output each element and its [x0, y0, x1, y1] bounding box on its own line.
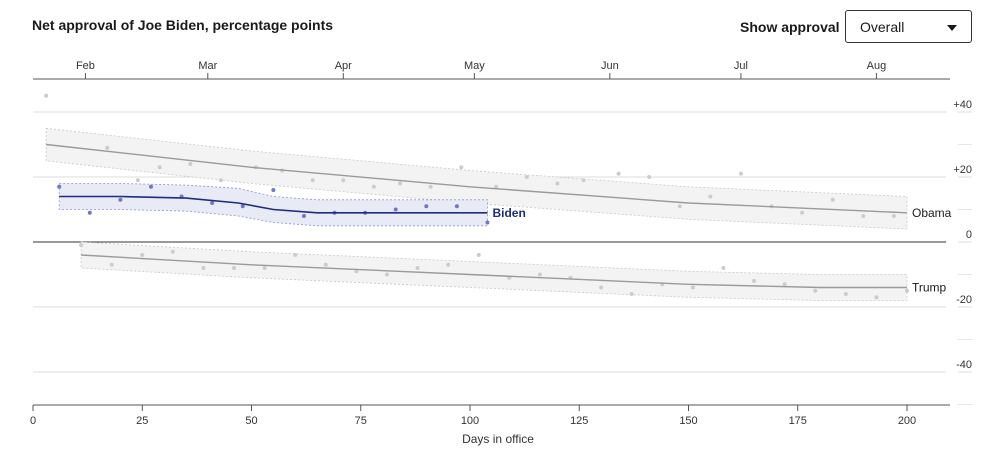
- obama-poll-point: [830, 197, 835, 202]
- obama-poll-point: [800, 210, 805, 215]
- x-tick-label: 150: [679, 415, 697, 427]
- trump-poll-point: [415, 266, 420, 270]
- y-tick-label: -40: [956, 359, 972, 371]
- month-tick-label: Jul: [734, 60, 748, 72]
- x-tick-label: 0: [30, 415, 36, 427]
- trump-poll-point: [170, 249, 175, 254]
- trump-poll-point: [232, 266, 237, 270]
- trump-poll-point: [843, 292, 848, 296]
- trump-poll-point: [690, 285, 695, 290]
- biden-poll-point: [393, 207, 398, 212]
- trump-poll-point: [537, 272, 542, 277]
- obama-poll-point: [891, 214, 896, 218]
- chart-title: Net approval of Joe Biden, percentage po…: [32, 17, 334, 33]
- biden-poll-point: [271, 188, 276, 192]
- trump-poll-point: [384, 272, 389, 277]
- obama-poll-point: [44, 93, 49, 98]
- obama-poll-point: [738, 171, 743, 176]
- trump-poll-point: [354, 269, 359, 274]
- month-tick-label: Apr: [335, 60, 352, 72]
- approval-type-select[interactable]: Overall: [845, 10, 972, 43]
- obama-poll-point: [188, 162, 193, 166]
- trump-poll-point: [629, 292, 634, 296]
- obama-poll-point: [218, 178, 223, 183]
- y-tick-label: +20: [953, 164, 972, 176]
- month-tick-label: Mar: [198, 60, 217, 72]
- month-tick-label: Feb: [76, 60, 95, 72]
- month-tick-label: Aug: [867, 60, 887, 72]
- obama-poll-point: [616, 171, 621, 176]
- obama-poll-point: [428, 184, 433, 189]
- obama-trend-line: [46, 143, 908, 214]
- trump-poll-point: [79, 243, 84, 248]
- obama-poll-point: [861, 214, 866, 218]
- chevron-down-icon: [947, 25, 957, 31]
- month-tick-label: Jun: [601, 60, 619, 72]
- trump-poll-point: [599, 285, 604, 290]
- trump-poll-point: [476, 253, 481, 257]
- obama-poll-point: [135, 178, 140, 183]
- obama-poll-point: [524, 175, 529, 179]
- trump-poll-point: [140, 253, 145, 257]
- obama-poll-point: [459, 165, 464, 170]
- x-tick-label: 125: [570, 415, 588, 427]
- x-tick-label: 25: [136, 415, 148, 427]
- month-tick-label: May: [464, 60, 485, 72]
- trump-poll-point: [262, 266, 267, 270]
- biden-poll-point: [485, 220, 490, 225]
- trump-poll-point: [109, 262, 114, 267]
- x-axis-title: Days in office: [462, 432, 534, 446]
- obama-poll-point: [555, 181, 560, 186]
- trump-trend-line: [81, 254, 907, 289]
- x-tick-label: 100: [461, 415, 479, 427]
- obama-poll-point: [708, 194, 713, 199]
- trump-poll-point: [813, 288, 818, 293]
- biden-trend-line: [59, 195, 488, 214]
- obama-poll-point: [581, 178, 586, 183]
- trump-poll-point: [905, 288, 909, 293]
- select-value: Overall: [860, 19, 905, 35]
- obama-poll-point: [647, 175, 652, 179]
- obama-poll-point: [677, 204, 682, 209]
- trump-poll-point: [721, 266, 726, 270]
- obama-poll-point: [105, 145, 110, 150]
- biden-poll-point: [454, 204, 459, 209]
- obama-poll-point: [371, 184, 376, 189]
- trump-poll-point: [201, 266, 206, 270]
- x-tick-label: 175: [789, 415, 807, 427]
- trump-poll-point: [752, 279, 757, 283]
- biden-poll-point: [301, 214, 306, 218]
- biden-poll-point: [118, 197, 123, 202]
- x-tick-label: 50: [245, 415, 257, 427]
- x-tick-label: 75: [355, 415, 367, 427]
- obama-series-label: Obama: [912, 206, 952, 220]
- biden-poll-point: [57, 184, 62, 189]
- obama-poll-point: [157, 165, 162, 170]
- obama-poll-point: [398, 181, 403, 186]
- obama-poll-point: [494, 184, 499, 189]
- biden-poll-point: [210, 201, 215, 205]
- x-tick-label: 200: [898, 415, 916, 427]
- obama-poll-point: [310, 178, 315, 183]
- biden-poll-point: [87, 210, 92, 215]
- biden-poll-point: [424, 204, 429, 209]
- biden-poll-point: [148, 184, 153, 189]
- trump-poll-point: [323, 262, 328, 267]
- biden-confidence-band: [58, 183, 488, 227]
- trump-series-label: Trump: [912, 281, 947, 295]
- trump-poll-point: [293, 253, 298, 257]
- trump-poll-point: [874, 295, 879, 300]
- biden-poll-point: [240, 204, 245, 209]
- y-tick-label: +40: [953, 99, 972, 111]
- trump-poll-point: [782, 282, 787, 287]
- obama-poll-point: [341, 178, 346, 183]
- show-approval-label: Show approval: [740, 19, 840, 35]
- y-tick-label: 0: [966, 229, 972, 241]
- y-tick-label: -20: [956, 294, 972, 306]
- trump-poll-point: [446, 262, 451, 267]
- trump-confidence-band: [80, 241, 908, 301]
- biden-series-label: Biden: [492, 206, 525, 220]
